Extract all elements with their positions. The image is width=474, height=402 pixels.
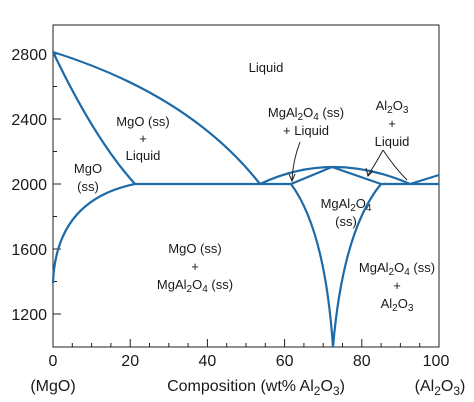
leader-spinel-liquid — [291, 141, 301, 181]
region-label-alumina-liquid: Liquid — [375, 134, 410, 149]
region-label-alumina-liquid: Al2O3 — [376, 98, 409, 116]
region-label-mgo-spinel: + — [191, 259, 199, 274]
region-label-spinel-ss: MgAl2O4 — [321, 196, 372, 214]
region-label-mgo-liquid: MgO (ss) — [116, 114, 169, 129]
region-label-spinel-alumina: Al2O3 — [381, 296, 414, 314]
x-axis-title: Composition (wt% Al2O3) — [167, 378, 345, 398]
spinel-solvus-right — [331, 183, 382, 348]
y-tick-label: 2400 — [11, 112, 47, 129]
region-label-spinel-alumina: MgAl2O4 (ss) — [359, 260, 435, 278]
leader-alumina-liquid-2 — [382, 149, 408, 181]
region-label-mgo-ss: MgO — [74, 161, 102, 176]
x-tick-label: 60 — [276, 353, 294, 370]
x-axis-ticks — [52, 339, 440, 347]
region-label-mgo-liquid: + — [139, 131, 147, 146]
region-label-spinel-ss: (ss) — [335, 214, 357, 229]
region-label-mgo-spinel: MgO (ss) — [168, 241, 221, 256]
spinel-liquidus — [259, 166, 411, 186]
region-label-mgo-liquid: Liquid — [126, 148, 161, 163]
region-label-spinel-liquid: MgAl2O4 (ss) — [268, 105, 344, 123]
x-axis-end-left: (MgO) — [30, 378, 75, 395]
alumina-liquidus — [409, 173, 440, 186]
x-tick-label: 20 — [121, 353, 139, 370]
leader-lines — [288, 141, 408, 183]
region-label-mgo-spinel: MgAl2O4 (ss) — [157, 277, 233, 295]
x-tick-labels: 0 20 40 60 80 100 — [49, 353, 450, 370]
region-label-alumina-liquid: + — [388, 116, 396, 131]
x-tick-label: 100 — [423, 353, 450, 370]
region-label-spinel-liquid: + Liquid — [283, 123, 329, 138]
leader-alumina-liquid — [367, 149, 384, 176]
mgo-solvus — [51, 182, 136, 284]
y-tick-label: 1200 — [11, 307, 47, 324]
x-axis-end-right: (Al2O3) — [415, 378, 466, 398]
phase-boundaries — [51, 50, 440, 348]
mgo-liquidus — [52, 50, 261, 185]
leader-alumina-liquid-arrow — [365, 167, 374, 177]
leader-spinel-liquid-arrow — [288, 173, 296, 183]
y-tick-label: 2000 — [11, 177, 47, 194]
region-label-spinel-alumina: + — [393, 278, 401, 293]
region-label-mgo-ss: (ss) — [77, 179, 99, 194]
spinel-solidus-left — [290, 165, 333, 186]
y-tick-label: 2800 — [11, 47, 47, 64]
region-label-liquid: Liquid — [249, 60, 284, 75]
x-tick-label: 0 — [49, 353, 58, 370]
mgo-solidus — [52, 51, 136, 185]
x-tick-label: 80 — [353, 353, 371, 370]
spinel-solidus-right — [331, 165, 382, 186]
spinel-solvus-left — [290, 183, 335, 348]
x-tick-label: 40 — [199, 353, 217, 370]
y-tick-labels: 1200 1600 2000 2400 2800 — [11, 47, 47, 324]
y-tick-label: 1600 — [11, 242, 47, 259]
